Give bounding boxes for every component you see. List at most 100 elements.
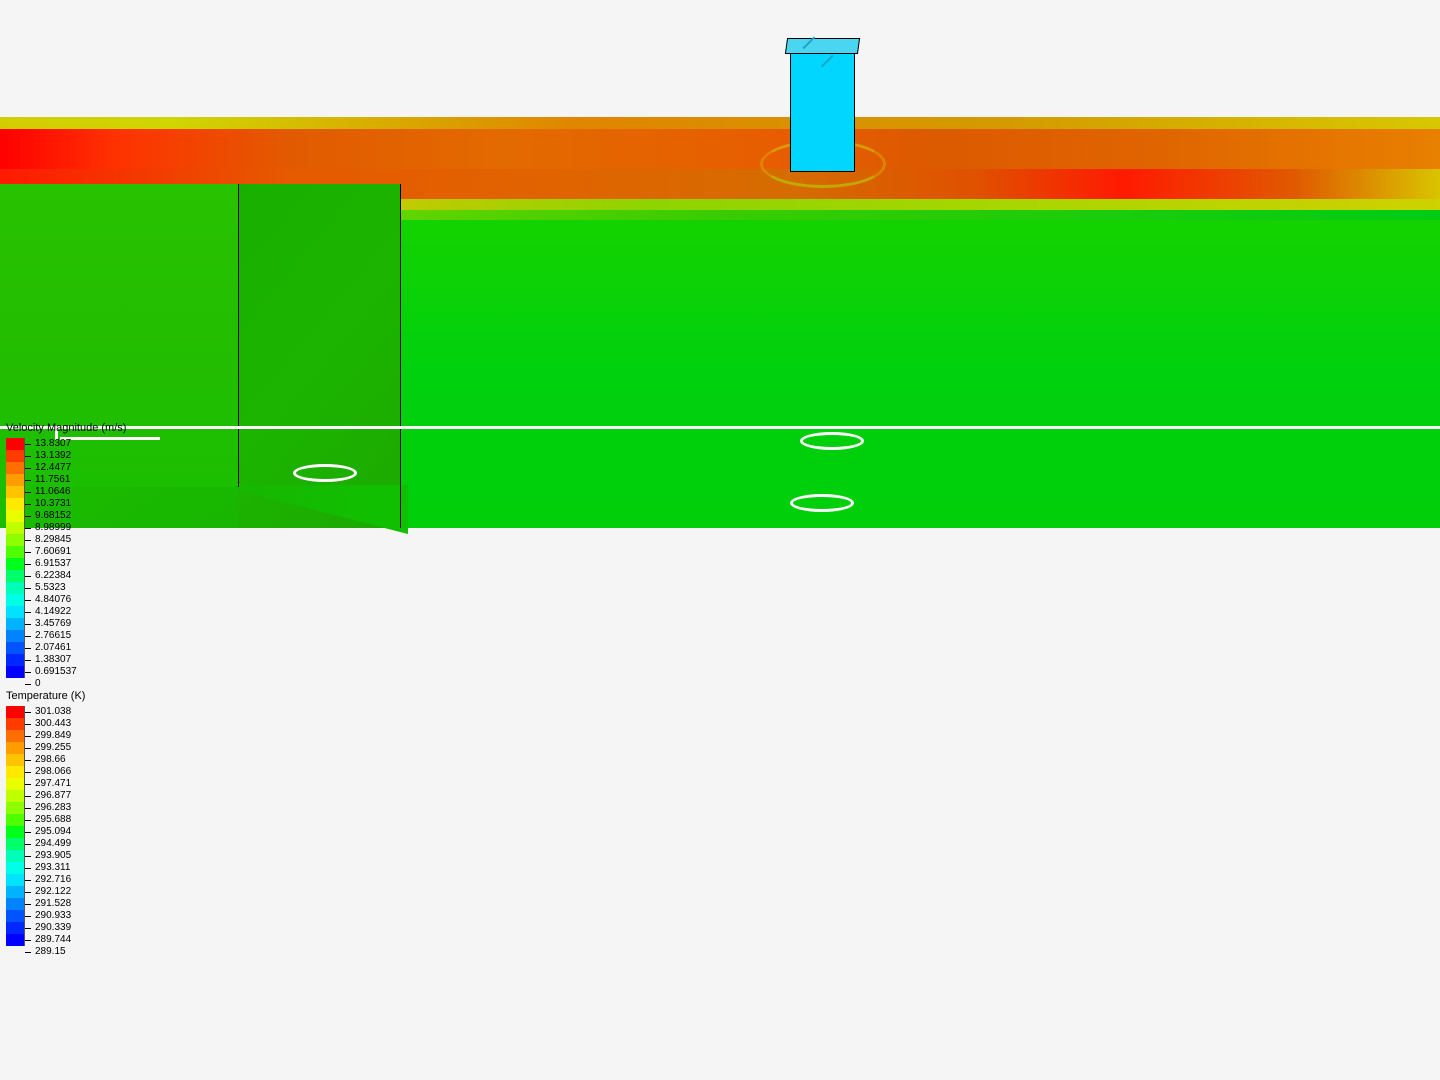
legend-tick: [25, 492, 31, 493]
legend-tick: [25, 456, 31, 457]
legend-label: 0.691537: [35, 666, 77, 678]
legend-label: 3.45769: [35, 618, 71, 630]
legend-row: 295.094: [6, 826, 85, 838]
legend-row: 11.7561: [6, 474, 126, 486]
legend-row: 295.688: [6, 814, 85, 826]
legend-swatch: [6, 922, 25, 934]
legend-row: 6.91537: [6, 558, 126, 570]
legend-swatch: [6, 802, 25, 814]
legend-swatch: [6, 546, 25, 558]
legend-label: 299.255: [35, 742, 71, 754]
legend-row: 296.283: [6, 802, 85, 814]
legend-swatch: [6, 766, 25, 778]
legend-label: 11.7561: [35, 474, 70, 486]
legend-label: 9.68152: [35, 510, 71, 522]
contour-ellipse: [293, 464, 357, 482]
legend-row: 4.14922: [6, 606, 126, 618]
legend-label: 292.716: [35, 874, 71, 886]
legend-velocity: Velocity Magnitude (m/s) 13.830713.139212…: [6, 422, 126, 690]
legend-tick: [25, 672, 31, 673]
legend-label: 294.499: [35, 838, 71, 850]
legend-label: 300.443: [35, 718, 71, 730]
legend-swatch: [6, 498, 25, 510]
legend-row: 9.68152: [6, 510, 126, 522]
legend-swatch: [6, 826, 25, 838]
legend-swatch: [6, 742, 25, 754]
legend-label: 297.471: [35, 778, 71, 790]
legend-tick: [25, 808, 31, 809]
legend-label: 8.29845: [35, 534, 71, 546]
legend-row: 300.443: [6, 718, 85, 730]
legend-tick: [25, 468, 31, 469]
legend-swatch: [6, 618, 25, 630]
legend-swatch: [6, 558, 25, 570]
legend-label: 296.283: [35, 802, 71, 814]
contour-ellipse: [790, 494, 854, 512]
cfd-viewport[interactable]: Velocity Magnitude (m/s) 13.830713.139212…: [0, 0, 1440, 1080]
legend-tick: [25, 600, 31, 601]
legend-swatch: [6, 438, 25, 450]
legend-row: 12.4477: [6, 462, 126, 474]
seam-line: [0, 426, 1440, 429]
legend-tick: [25, 516, 31, 517]
legend-tick: [25, 868, 31, 869]
legend-tick: [25, 576, 31, 577]
legend-label: 296.877: [35, 790, 71, 802]
legend-swatch: [6, 850, 25, 862]
legend-swatch: [6, 874, 25, 886]
legend-row: 297.471: [6, 778, 85, 790]
legend-tick: [25, 480, 31, 481]
legend-label: 298.066: [35, 766, 71, 778]
legend-row: 301.038: [6, 706, 85, 718]
legend-tick: [25, 844, 31, 845]
legend-title: Velocity Magnitude (m/s): [6, 422, 126, 434]
legend-row: 296.877: [6, 790, 85, 802]
legend-tick: [25, 660, 31, 661]
legend-row: 5.5323: [6, 582, 126, 594]
legend-title: Temperature (K): [6, 690, 85, 702]
edge-line: [400, 184, 401, 528]
legend-tick: [25, 540, 31, 541]
legend-tick: [25, 528, 31, 529]
legend-label: 8.98999: [35, 522, 71, 534]
field-band: [0, 117, 1440, 129]
legend-swatch: [6, 462, 25, 474]
legend-label: 6.22384: [35, 570, 71, 582]
legend-swatch: [6, 654, 25, 666]
legend-label: 289.15: [35, 946, 66, 958]
legend-tick: [25, 904, 31, 905]
legend-tick: [25, 444, 31, 445]
contour-ellipse: [800, 432, 864, 450]
legend-row: 294.499: [6, 838, 85, 850]
legend-tick: [25, 612, 31, 613]
legend-label: 11.0646: [35, 486, 70, 498]
legend-label: 295.094: [35, 826, 71, 838]
legend-label: 292.122: [35, 886, 71, 898]
legend-label: 7.60691: [35, 546, 71, 558]
legend-label: 290.339: [35, 922, 71, 934]
legend-swatch: [6, 898, 25, 910]
legend-row: 0.691537: [6, 666, 126, 678]
legend-swatch: [6, 862, 25, 874]
legend-row: 298.66: [6, 754, 85, 766]
legend-label: 299.849: [35, 730, 71, 742]
legend-label: 2.76615: [35, 630, 71, 642]
legend-row: 13.1392: [6, 450, 126, 462]
legend-tick: [25, 684, 31, 685]
legend-tick: [25, 760, 31, 761]
legend-label: 4.84076: [35, 594, 71, 606]
legend-row: 292.716: [6, 874, 85, 886]
legend-label: 290.933: [35, 910, 71, 922]
legend-row: 298.066: [6, 766, 85, 778]
legend-row: 293.905: [6, 850, 85, 862]
legend-swatch: [6, 730, 25, 742]
legend-tick: [25, 892, 31, 893]
legend-swatch: [6, 594, 25, 606]
legend-row: 13.8307: [6, 438, 126, 450]
legend-row: 290.933: [6, 910, 85, 922]
legend-swatch: [6, 642, 25, 654]
legend-row: 2.07461: [6, 642, 126, 654]
legend-label: 301.038: [35, 706, 71, 718]
legend-swatch: [6, 534, 25, 546]
legend-row: 3.45769: [6, 618, 126, 630]
